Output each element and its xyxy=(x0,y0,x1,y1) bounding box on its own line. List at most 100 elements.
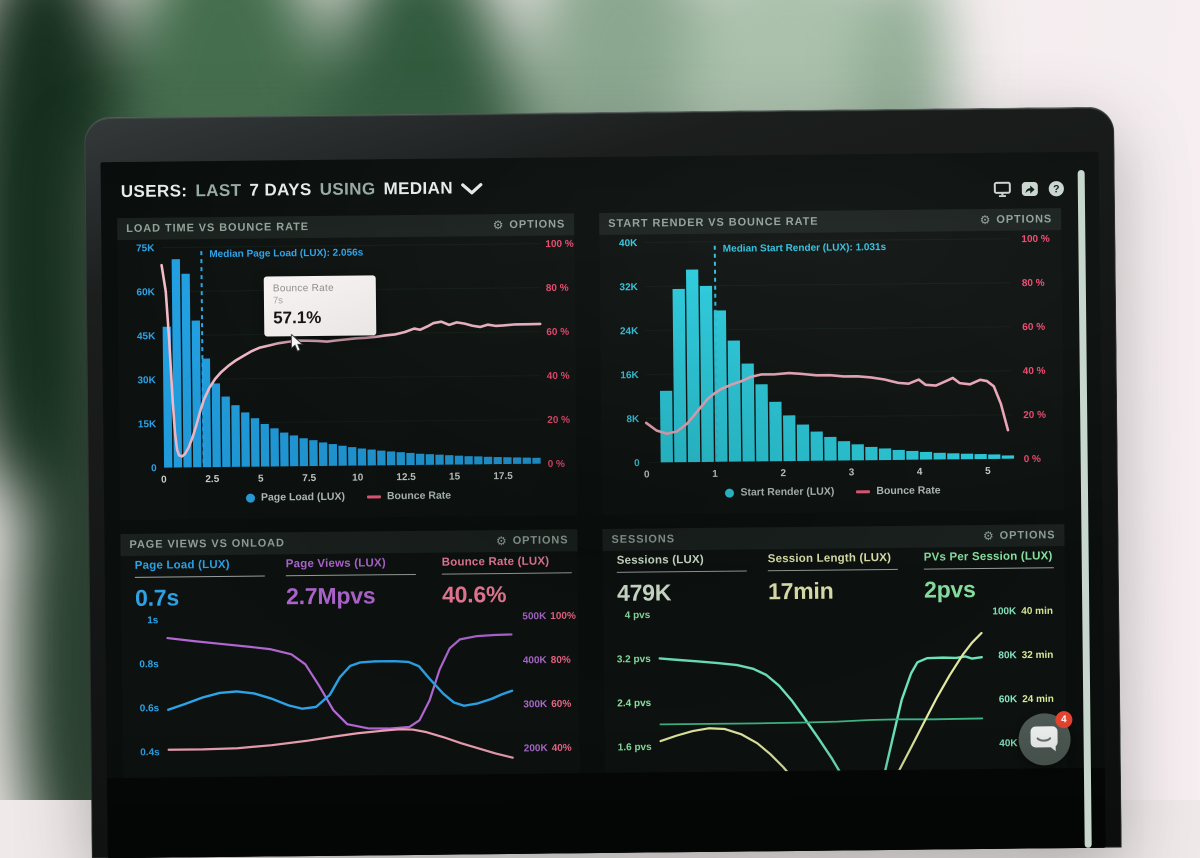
histogram-bar xyxy=(455,456,463,465)
y-axis-tick-left: 2.4 pvs xyxy=(617,698,651,709)
options-label: OPTIONS xyxy=(996,213,1052,226)
y-axis-tick-right: 24 min xyxy=(1022,694,1054,705)
legend-label: Bounce Rate xyxy=(876,484,940,497)
metric-underline xyxy=(768,569,898,571)
histogram-bar xyxy=(974,454,986,459)
y-axis-tick-right: 0 % xyxy=(548,459,565,470)
series-line xyxy=(168,728,512,761)
histogram-bar xyxy=(893,450,905,460)
histogram-bar xyxy=(700,286,714,462)
y-axis-tick-right: 60 % xyxy=(546,327,569,338)
y-axis-tick-right: 40K xyxy=(999,738,1018,749)
y-axis-tick-right: 40 min xyxy=(1021,606,1053,617)
metric-label: Session Length (LUX) xyxy=(768,552,924,566)
histogram-bar xyxy=(241,412,250,466)
y-axis-tick-right: 32 min xyxy=(1022,650,1054,661)
histogram-bar xyxy=(163,327,173,468)
y-axis-tick-left: 60K xyxy=(136,287,155,298)
y-axis-tick-right: 40% xyxy=(552,743,572,754)
histogram-bar xyxy=(797,425,810,461)
tooltip-title: Bounce Rate xyxy=(273,282,367,294)
x-axis-tick: 4 xyxy=(917,467,923,478)
options-button[interactable]: ⚙ OPTIONS xyxy=(980,213,1053,226)
metric-label: Bounce Rate (LUX) xyxy=(442,555,582,568)
histogram-bar xyxy=(290,435,299,466)
options-label: OPTIONS xyxy=(513,534,569,547)
metric-underline xyxy=(442,572,572,574)
legend-dot-swatch xyxy=(725,488,734,497)
histogram-bar xyxy=(824,437,836,461)
histogram-bar xyxy=(397,452,405,465)
histogram-bar xyxy=(755,384,768,461)
options-button[interactable]: ⚙ OPTIONS xyxy=(496,534,569,547)
y-axis-tick-left: 3.2 pvs xyxy=(617,654,651,665)
x-axis-tick: 3 xyxy=(849,467,855,478)
histogram-bar xyxy=(484,457,492,464)
histogram-bar xyxy=(523,458,531,464)
histogram-bar xyxy=(769,402,782,462)
metric-label: Page Views (LUX) xyxy=(286,557,442,571)
y-axis-tick-right: 60K xyxy=(999,694,1018,705)
series-line xyxy=(659,633,983,785)
x-axis-tick: 0 xyxy=(644,469,650,480)
histogram-bar xyxy=(251,418,260,466)
histogram-bar xyxy=(865,447,877,460)
histogram-bar xyxy=(261,424,270,467)
tooltip-subtitle: 7s xyxy=(273,294,367,306)
y-axis-tick-right: 100K xyxy=(992,606,1017,617)
help-icon[interactable]: ? xyxy=(1048,180,1065,197)
legend-label: Start Render (LUX) xyxy=(740,486,834,499)
chat-bubble-icon xyxy=(1029,725,1059,753)
histogram-bar xyxy=(474,456,482,464)
y-axis-tick-left: 15K xyxy=(138,419,157,430)
histogram-bar xyxy=(231,405,240,467)
histogram-bar xyxy=(852,444,864,460)
histogram-bar xyxy=(309,440,318,466)
title-part: USING xyxy=(320,179,376,200)
histogram-bar xyxy=(319,442,328,466)
metric-value: 0.7s xyxy=(135,583,286,612)
scrollbar[interactable] xyxy=(1078,170,1092,848)
histogram-bar xyxy=(494,457,502,464)
y-axis-tick-right: 100 % xyxy=(1021,234,1050,245)
series-line xyxy=(660,718,982,724)
legend-line-swatch xyxy=(856,490,870,493)
y-axis-tick-left: 1s xyxy=(147,615,159,626)
svg-text:?: ? xyxy=(1053,183,1060,195)
title-part: LAST xyxy=(195,181,241,201)
median-annotation: Median Page Load (LUX): 2.056s xyxy=(209,247,363,260)
bottom-cutoff-band xyxy=(107,768,1106,858)
y-axis-tick-left: 0.8s xyxy=(139,659,159,670)
metric-column: PVs Per Session (LUX)2pvs xyxy=(924,550,1065,603)
histogram-bar xyxy=(920,452,932,460)
y-axis-tick-left: 32K xyxy=(619,282,638,293)
x-axis-tick: 0 xyxy=(161,475,167,486)
options-button[interactable]: ⚙ OPTIONS xyxy=(983,529,1056,542)
tooltip-value: 57.1% xyxy=(273,307,367,328)
share-icon[interactable] xyxy=(1021,180,1039,197)
histogram-bar xyxy=(192,321,202,468)
legend-label: Bounce Rate xyxy=(387,490,451,503)
page-title[interactable]: USERS: LAST 7 DAYS USING MEDIAN xyxy=(121,178,483,202)
histogram-bar xyxy=(338,446,347,466)
series-line xyxy=(167,634,512,730)
monitor-icon[interactable] xyxy=(993,181,1012,198)
y-axis-tick-right: 60 % xyxy=(1022,322,1045,333)
metric-value: 2.7Mpvs xyxy=(286,582,442,611)
legend-item: Start Render (LUX) xyxy=(725,486,834,499)
histogram-bar xyxy=(367,450,375,466)
y-axis-tick-left: 1.6 pvs xyxy=(618,742,652,753)
legend-dot-swatch xyxy=(246,493,255,502)
y-axis-tick-left: 40K xyxy=(619,238,638,249)
options-label: OPTIONS xyxy=(1000,529,1056,542)
chart-legend: Start Render (LUX) Bounce Rate xyxy=(602,483,1064,500)
chat-widget-button[interactable]: 4 xyxy=(1018,713,1071,766)
metric-underline xyxy=(924,567,1054,569)
options-button[interactable]: ⚙ OPTIONS xyxy=(493,218,566,231)
chevron-down-icon[interactable] xyxy=(461,182,483,195)
x-axis-tick: 17.5 xyxy=(493,471,513,482)
